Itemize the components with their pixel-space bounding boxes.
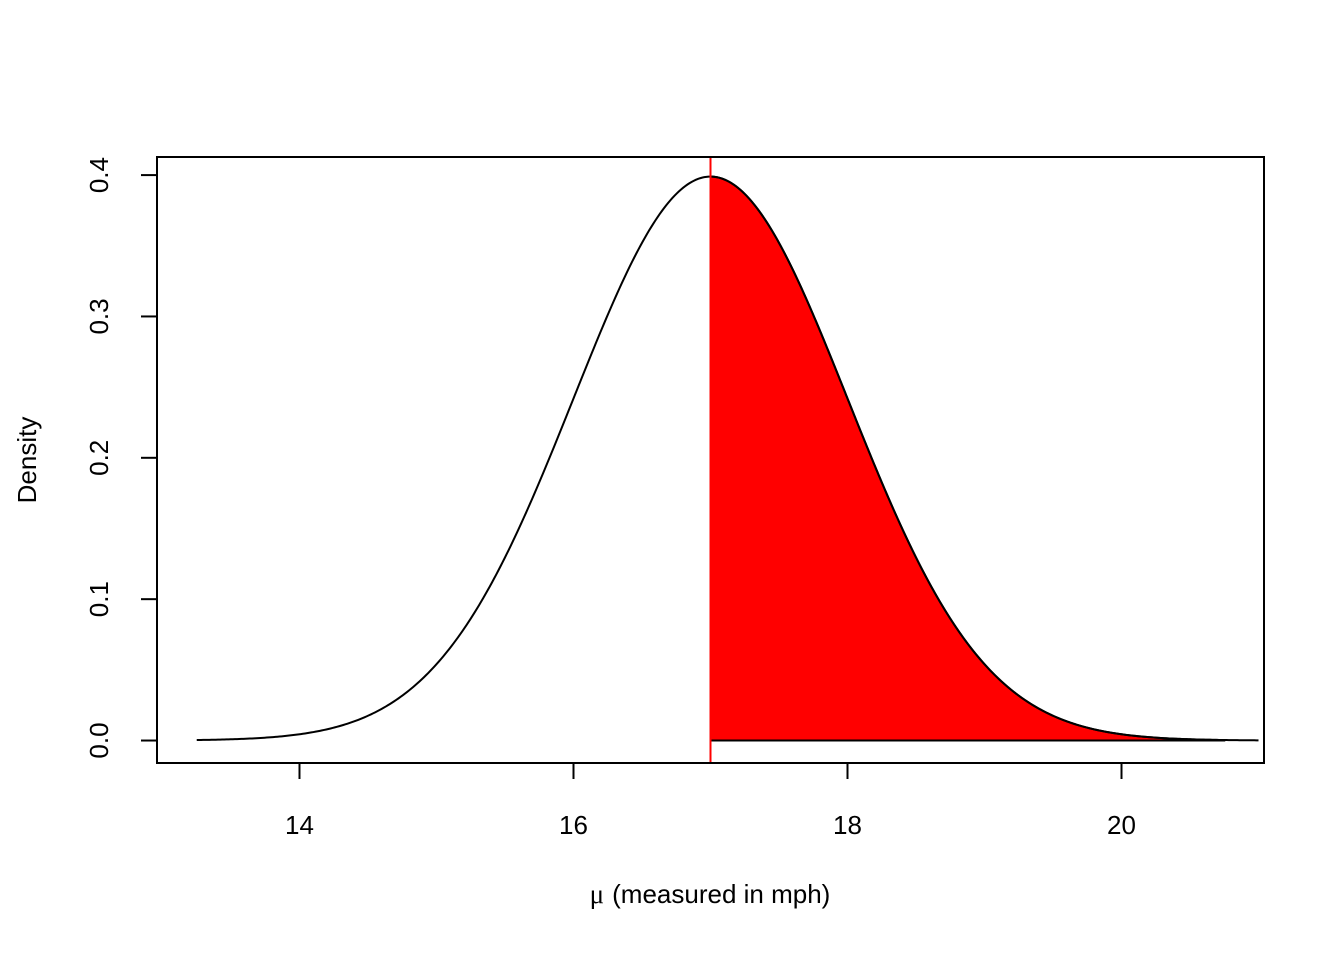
density-curve [196,175,1259,742]
y-tick-label: 0.2 [84,440,114,476]
x-tick-label: 18 [833,810,862,840]
y-tick-label: 0.0 [84,722,114,758]
x-tick-label: 14 [285,810,314,840]
y-tick-label: 0.4 [84,157,114,193]
x-axis-title: μ (measured in mph) [590,879,831,909]
y-tick-label: 0.1 [84,581,114,617]
x-tick-label: 16 [559,810,588,840]
x-axis: 14 16 18 20 [285,762,1136,840]
y-axis: 0.0 0.1 0.2 0.3 0.4 [84,157,158,759]
y-tick-label: 0.3 [84,298,114,334]
plot-area [196,157,1259,763]
x-tick-label: 20 [1107,810,1136,840]
y-axis-title: Density [12,417,42,504]
